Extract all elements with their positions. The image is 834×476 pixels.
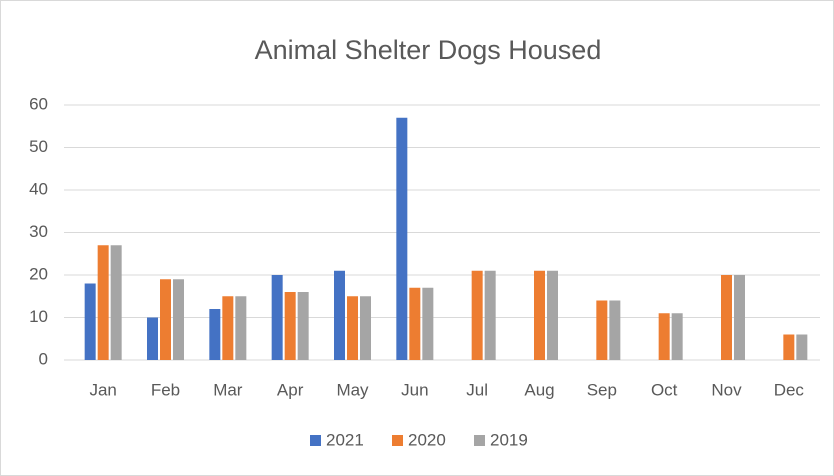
bar: [547, 270, 558, 360]
x-tick-label: Apr: [277, 380, 304, 399]
x-tick-label: Mar: [213, 380, 243, 399]
bar: [658, 313, 670, 360]
x-tick-label: Dec: [774, 380, 805, 399]
legend-label: 2021: [326, 430, 364, 449]
bar: [334, 270, 345, 360]
bar: [209, 309, 221, 360]
y-tick-label: 10: [29, 307, 48, 326]
y-tick-label: 30: [29, 222, 48, 241]
bar: [734, 275, 745, 360]
bar: [160, 279, 171, 360]
y-tick-label: 50: [29, 137, 48, 156]
x-tick-label: Jun: [401, 380, 428, 399]
x-tick-label: Jul: [466, 380, 488, 399]
legend-swatch: [474, 435, 485, 446]
bar: [110, 245, 122, 360]
legend-swatch: [310, 435, 321, 446]
bar: [721, 275, 732, 360]
bar: [147, 317, 158, 360]
x-tick-label: Aug: [524, 380, 554, 399]
bar: [422, 287, 434, 360]
bar: [783, 334, 795, 360]
x-tick-label: Nov: [711, 380, 742, 399]
bar: [796, 334, 808, 360]
legend-label: 2020: [408, 430, 446, 449]
bar: [271, 275, 283, 360]
x-tick-label: Feb: [151, 380, 180, 399]
x-tick-label: Sep: [587, 380, 617, 399]
chart-title: Animal Shelter Dogs Housed: [255, 35, 602, 65]
bar: [471, 270, 483, 360]
bar: [671, 313, 683, 360]
bar: [97, 245, 109, 360]
bar: [84, 283, 96, 360]
bar: [534, 270, 545, 360]
x-tick-label: May: [336, 380, 369, 399]
bar: [396, 117, 408, 360]
bar: [596, 300, 608, 360]
bar: [347, 296, 358, 360]
y-tick-label: 0: [39, 349, 48, 368]
y-tick-label: 60: [29, 94, 48, 113]
bar: [284, 292, 296, 360]
y-tick-label: 20: [29, 264, 48, 283]
y-tick-label: 40: [29, 179, 48, 198]
bar: [222, 296, 234, 360]
bar: [360, 296, 371, 360]
bar: [484, 270, 496, 360]
bar: [609, 300, 621, 360]
bar: [297, 292, 309, 360]
legend-swatch: [392, 435, 403, 446]
bar: [409, 287, 421, 360]
legend-label: 2019: [490, 430, 528, 449]
x-tick-label: Jan: [89, 380, 116, 399]
bar: [173, 279, 184, 360]
bar: [235, 296, 247, 360]
x-tick-label: Oct: [651, 380, 678, 399]
